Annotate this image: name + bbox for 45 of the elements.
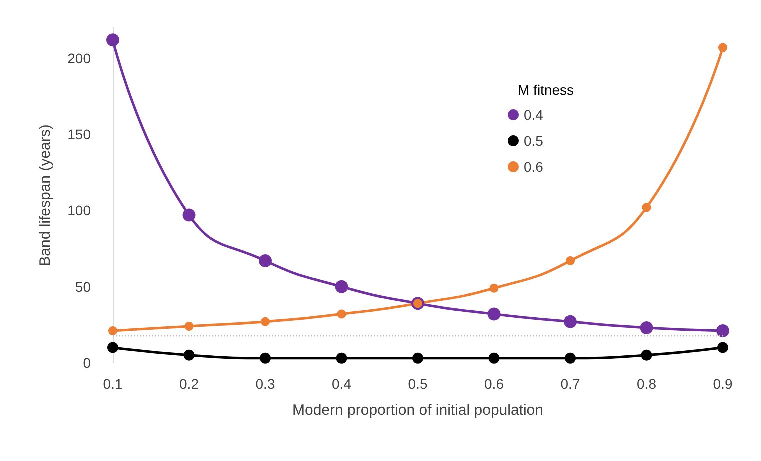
point <box>565 352 576 364</box>
point <box>718 43 728 52</box>
point <box>718 342 728 354</box>
y-tick-label: 200 <box>68 50 92 66</box>
y-tick-label: 150 <box>68 126 92 143</box>
point <box>106 34 120 47</box>
point <box>488 352 500 364</box>
y-axis-title: Band lifespan (years) <box>37 124 54 266</box>
x-tick-label: 0.8 <box>637 376 657 392</box>
point <box>261 317 270 326</box>
point <box>336 352 348 364</box>
x-tick-label: 0.5 <box>408 376 428 392</box>
y-tick-label: 50 <box>75 278 92 295</box>
point <box>640 321 654 334</box>
y-tick-label: 0 <box>83 355 92 371</box>
point <box>184 350 195 361</box>
point <box>641 350 652 361</box>
point <box>488 308 501 321</box>
point <box>184 322 194 331</box>
point <box>642 203 652 212</box>
point <box>337 310 346 319</box>
y-tick-label: 100 <box>68 202 92 219</box>
x-tick-label: 0.7 <box>560 376 580 392</box>
point <box>566 256 575 266</box>
x-tick-label: 0.9 <box>713 376 733 392</box>
point <box>335 280 348 294</box>
point <box>108 342 118 354</box>
point <box>260 352 271 364</box>
x-tick-label: 0.4 <box>332 376 352 392</box>
point <box>564 315 577 328</box>
point <box>716 324 730 338</box>
point <box>108 326 118 336</box>
x-tick-label: 0.1 <box>103 376 123 392</box>
point <box>182 208 196 222</box>
point <box>259 254 272 268</box>
legend-label: 0.5 <box>524 133 544 149</box>
x-tick-label: 0.2 <box>180 376 200 392</box>
legend-title: M fitness <box>518 82 574 98</box>
point <box>412 352 424 364</box>
point <box>490 284 499 293</box>
x-axis-title: Modern proportion of initial population <box>292 402 544 419</box>
legend-label: 0.4 <box>524 107 544 123</box>
legend-label: 0.6 <box>524 159 544 175</box>
x-tick-label: 0.6 <box>484 376 504 392</box>
x-tick-label: 0.3 <box>256 376 276 392</box>
